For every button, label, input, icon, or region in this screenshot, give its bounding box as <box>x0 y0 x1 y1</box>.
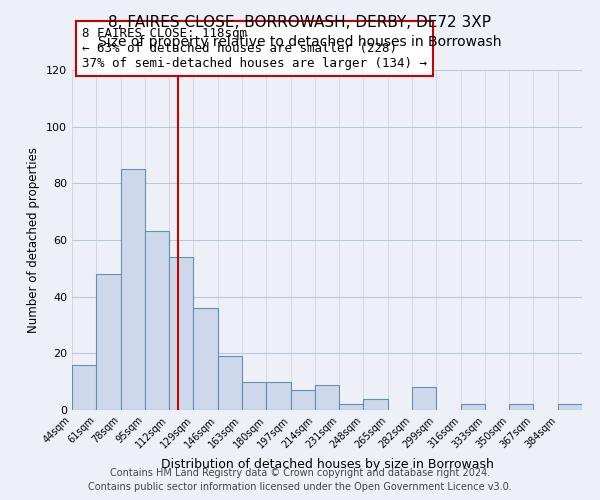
Bar <box>509 404 533 410</box>
Bar <box>242 382 266 410</box>
Bar <box>96 274 121 410</box>
Bar <box>145 232 169 410</box>
Bar <box>169 257 193 410</box>
Bar <box>412 388 436 410</box>
Text: Contains HM Land Registry data © Crown copyright and database right 2024.
Contai: Contains HM Land Registry data © Crown c… <box>88 468 512 492</box>
Bar <box>315 384 339 410</box>
X-axis label: Distribution of detached houses by size in Borrowash: Distribution of detached houses by size … <box>161 458 493 471</box>
Bar <box>339 404 364 410</box>
Text: 8, FAIRES CLOSE, BORROWASH, DERBY, DE72 3XP: 8, FAIRES CLOSE, BORROWASH, DERBY, DE72 … <box>109 15 491 30</box>
Bar <box>290 390 315 410</box>
Bar <box>121 169 145 410</box>
Text: 8 FAIRES CLOSE: 118sqm
← 63% of detached houses are smaller (228)
37% of semi-de: 8 FAIRES CLOSE: 118sqm ← 63% of detached… <box>82 27 427 70</box>
Bar <box>218 356 242 410</box>
Bar <box>72 364 96 410</box>
Y-axis label: Number of detached properties: Number of detached properties <box>28 147 40 333</box>
Bar <box>558 404 582 410</box>
Bar <box>461 404 485 410</box>
Text: Size of property relative to detached houses in Borrowash: Size of property relative to detached ho… <box>98 35 502 49</box>
Bar <box>364 398 388 410</box>
Bar <box>193 308 218 410</box>
Bar <box>266 382 290 410</box>
